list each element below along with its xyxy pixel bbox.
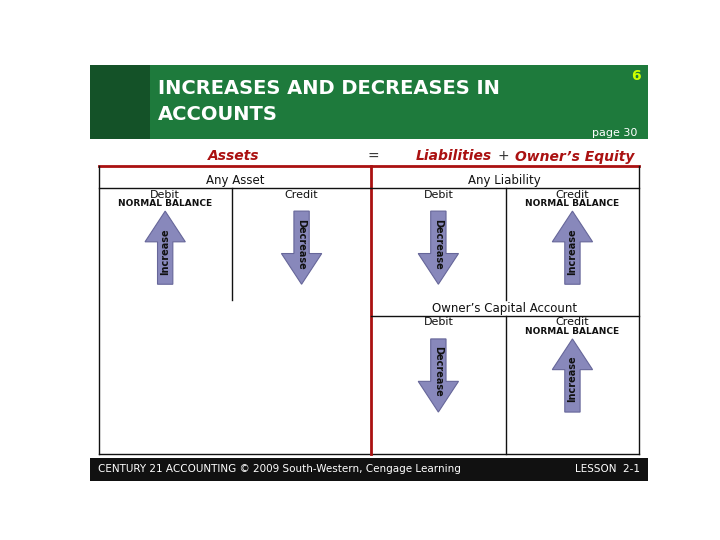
Text: Any Asset: Any Asset [206, 174, 264, 187]
Text: NORMAL BALANCE: NORMAL BALANCE [526, 327, 619, 335]
Text: Credit: Credit [285, 190, 318, 200]
Text: Credit: Credit [556, 318, 589, 327]
Text: INCREASES AND DECREASES IN: INCREASES AND DECREASES IN [158, 79, 500, 98]
Text: Decrease: Decrease [297, 219, 307, 269]
Text: =: = [367, 150, 379, 164]
Polygon shape [418, 339, 459, 412]
Text: page 30: page 30 [592, 128, 637, 138]
Text: Assets: Assets [207, 150, 259, 164]
Text: Owner’s Capital Account: Owner’s Capital Account [432, 302, 577, 315]
Text: NORMAL BALANCE: NORMAL BALANCE [526, 199, 619, 208]
Text: Increase: Increase [567, 356, 577, 402]
Bar [90, 457, 648, 481]
Text: CENTURY 21 ACCOUNTING © 2009 South-Western, Cengage Learning: CENTURY 21 ACCOUNTING © 2009 South-Weste… [98, 464, 461, 474]
Text: 6: 6 [631, 69, 640, 83]
Text: Increase: Increase [567, 228, 577, 275]
Text: ACCOUNTS: ACCOUNTS [158, 105, 278, 124]
Text: Increase: Increase [160, 228, 170, 275]
Polygon shape [418, 211, 459, 284]
Polygon shape [282, 211, 322, 284]
Text: Owner’s Equity: Owner’s Equity [515, 150, 634, 164]
Bar [90, 65, 648, 139]
Text: Decrease: Decrease [433, 347, 444, 397]
Text: Debit: Debit [150, 190, 180, 200]
Text: Credit: Credit [556, 190, 589, 200]
Text: Any Liability: Any Liability [468, 174, 541, 187]
Text: Debit: Debit [423, 318, 454, 327]
Text: Liabilities: Liabilities [416, 150, 492, 164]
Text: +: + [498, 150, 509, 164]
Text: NORMAL BALANCE: NORMAL BALANCE [118, 199, 212, 208]
Bar [90, 65, 150, 139]
Text: LESSON  2-1: LESSON 2-1 [575, 464, 640, 474]
Polygon shape [552, 211, 593, 284]
Text: Debit: Debit [423, 190, 454, 200]
Polygon shape [552, 339, 593, 412]
Polygon shape [145, 211, 185, 284]
Text: Decrease: Decrease [433, 219, 444, 269]
